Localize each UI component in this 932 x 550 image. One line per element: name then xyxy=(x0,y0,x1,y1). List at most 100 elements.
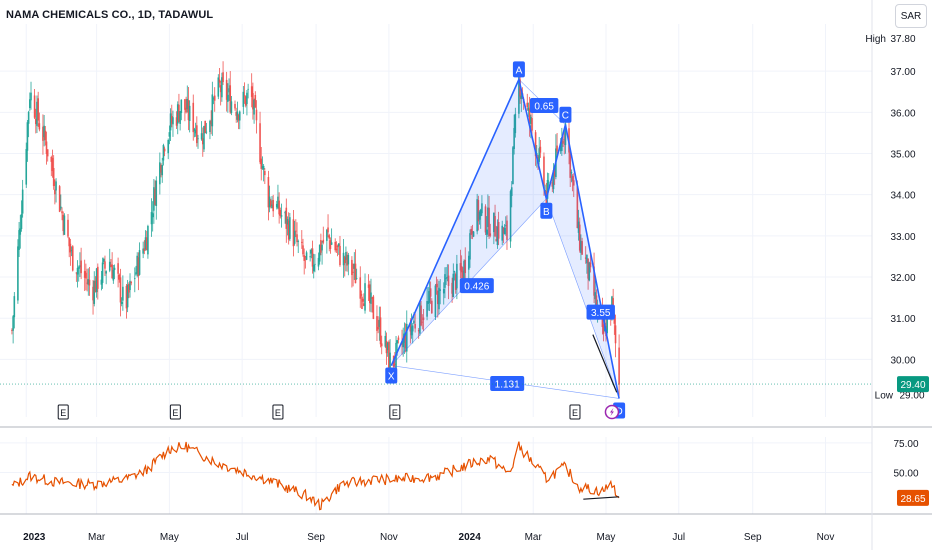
candle-body xyxy=(95,268,98,293)
pattern-ratio-line xyxy=(546,198,620,399)
candle-body xyxy=(62,214,65,232)
earnings-marker-label: E xyxy=(172,408,178,418)
earnings-marker: E xyxy=(57,404,69,420)
candle-body xyxy=(353,263,356,269)
candle-body xyxy=(272,199,274,212)
candle-body xyxy=(51,158,54,172)
time-tick-label: May xyxy=(160,532,179,543)
candle-body xyxy=(87,279,90,285)
candle-body xyxy=(404,334,407,349)
candle-body xyxy=(101,262,104,283)
candle-body xyxy=(154,189,156,205)
candle-body xyxy=(168,132,171,137)
earnings-marker-box xyxy=(389,404,401,420)
candle-body xyxy=(12,316,14,331)
candle-body xyxy=(242,91,245,107)
candle-body xyxy=(55,181,57,191)
candle-body xyxy=(68,237,70,247)
candle-body xyxy=(442,289,445,294)
candle-body xyxy=(471,231,474,234)
time-tick-label: Nov xyxy=(380,532,398,543)
candle-body xyxy=(213,95,216,101)
pattern-point-badge xyxy=(512,61,525,78)
candle-body xyxy=(113,267,116,271)
candle-body xyxy=(77,267,80,269)
candle-body xyxy=(147,225,149,255)
candle-body xyxy=(564,123,567,146)
candle-body xyxy=(255,109,258,121)
candle-body xyxy=(243,95,246,97)
candle-body xyxy=(170,115,173,124)
time-tick-label: Mar xyxy=(525,532,543,543)
candle-body xyxy=(414,323,416,329)
earnings-marker: E xyxy=(569,404,581,420)
candle-body xyxy=(19,228,22,235)
candle-body xyxy=(403,333,406,343)
candle-body xyxy=(25,149,28,185)
candle-body xyxy=(285,207,288,229)
candle-body xyxy=(488,207,490,237)
candle-body xyxy=(244,96,247,106)
candle-body xyxy=(61,211,63,214)
rsi-divergence-line xyxy=(583,496,620,500)
candle-body xyxy=(594,292,597,300)
pattern-point-badge xyxy=(385,367,398,384)
candle-body xyxy=(411,325,414,332)
candle-body xyxy=(485,229,488,235)
candle-body xyxy=(614,325,617,344)
candle-body xyxy=(431,300,433,314)
candle-body xyxy=(342,252,345,266)
candle-body xyxy=(70,250,73,251)
pattern-ratio-label: 1.131 xyxy=(495,380,520,391)
currency-button[interactable]: SAR xyxy=(895,4,927,28)
earnings-marker: E xyxy=(389,404,401,420)
pattern-point-label: A xyxy=(516,65,523,76)
candle-body xyxy=(112,269,115,281)
candle-body xyxy=(334,241,337,251)
candle-body xyxy=(530,116,532,124)
time-tick-label: 2024 xyxy=(459,532,482,543)
candle-body xyxy=(329,240,332,249)
candle-body xyxy=(205,131,208,133)
candle-body xyxy=(145,237,148,251)
candle-body xyxy=(468,255,470,270)
candle-body xyxy=(571,176,574,182)
time-tick-label: Sep xyxy=(744,532,762,543)
candle-body xyxy=(487,207,489,228)
pattern-point-label: B xyxy=(543,207,550,218)
candle-body xyxy=(36,101,38,126)
candle-body xyxy=(464,259,467,274)
candle-body xyxy=(377,326,379,330)
candle-body xyxy=(69,243,72,253)
candle-body xyxy=(309,256,311,258)
low-label: Low xyxy=(875,391,894,402)
candle-body xyxy=(587,258,589,279)
candle-body xyxy=(304,256,307,258)
candle-body xyxy=(581,241,583,255)
candle-body xyxy=(163,148,166,152)
candle-body xyxy=(469,233,471,260)
pattern-ratio-badge: 3.55 xyxy=(586,304,615,320)
candle-body xyxy=(11,329,13,331)
candle-body xyxy=(463,261,465,279)
candle-body xyxy=(212,98,215,100)
candle-body xyxy=(539,146,542,153)
candle-body xyxy=(368,284,371,304)
candle-body xyxy=(88,279,91,286)
candle-body xyxy=(229,85,232,113)
time-tick-label: Jul xyxy=(672,532,685,543)
candle-body xyxy=(97,266,99,289)
candle-body xyxy=(179,111,181,124)
high-value: 37.80 xyxy=(890,34,915,45)
pattern-point-badge xyxy=(559,106,572,123)
candle-body xyxy=(452,273,455,298)
candle-body xyxy=(343,257,346,264)
price-tick-label: 32.00 xyxy=(890,273,915,284)
candle-body xyxy=(462,270,464,282)
time-tick-label: Sep xyxy=(307,532,325,543)
candle-body xyxy=(453,271,456,273)
candle-body xyxy=(234,103,236,109)
candle-body xyxy=(305,252,308,260)
